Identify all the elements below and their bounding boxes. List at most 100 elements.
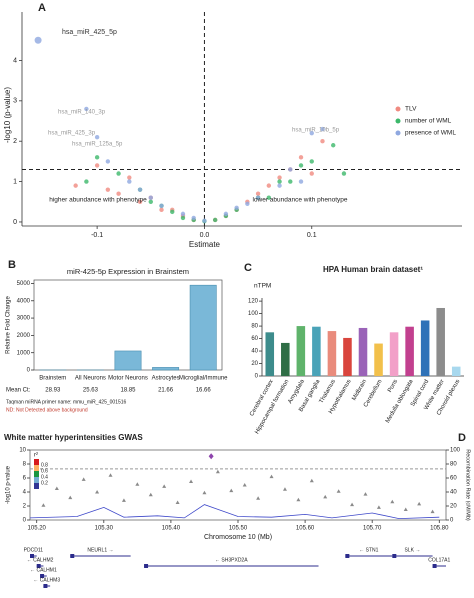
data-point: [288, 167, 293, 172]
y-tick-label: 1: [13, 178, 17, 185]
data-point: [288, 179, 293, 184]
y-tick-label: 4: [13, 57, 17, 64]
snp-point: [81, 477, 86, 481]
bar: [343, 337, 352, 376]
snp-point: [95, 490, 100, 494]
snp-point: [296, 497, 301, 502]
y-tick-label: 4: [23, 490, 27, 496]
snp-point: [41, 503, 46, 507]
gene-label: SLK →: [405, 547, 421, 553]
data-point: [266, 183, 272, 188]
y-tick-label: 8: [23, 462, 27, 468]
y-tick-label: 1000: [17, 350, 31, 356]
point-annotation: hsa_miR_125a_5p: [72, 142, 123, 148]
ld-swatch: [34, 459, 39, 465]
ld-legend-title: r²: [34, 453, 38, 459]
x-tick-label: Brainstem: [39, 376, 66, 382]
lead-snp: [208, 453, 214, 460]
snp-point: [162, 484, 167, 488]
note-right: lower abundance with phenotype: [252, 197, 347, 204]
ld-level: 0.4: [41, 474, 48, 480]
bar: [374, 343, 383, 376]
data-point: [180, 211, 186, 217]
x-tick-label: Microglial/Immune: [179, 376, 228, 382]
snp-point: [215, 469, 220, 474]
gene-exon: [43, 584, 48, 588]
x-tick-label: 105.70: [363, 526, 382, 532]
y-tick-label: 2: [23, 504, 27, 510]
data-point: [73, 183, 78, 188]
data-point: [245, 201, 250, 206]
gene-exon: [345, 554, 350, 558]
legend-label: TLV: [405, 106, 417, 113]
snp-point: [417, 501, 422, 506]
gene-exon: [392, 554, 397, 558]
y-tick-label: 10: [19, 448, 26, 454]
data-point: [94, 155, 100, 160]
y-tick-label: 0: [27, 368, 31, 374]
data-point: [84, 106, 89, 112]
data-point: [159, 207, 164, 213]
y2-tick-label: 20: [450, 504, 457, 510]
data-point: [320, 126, 325, 132]
gene-label: ← CALHM3: [33, 577, 60, 583]
snp-point: [403, 507, 408, 511]
snp-point: [121, 498, 126, 502]
data-point: [277, 179, 282, 184]
y2-tick-label: 60: [450, 476, 457, 482]
y-tick-label: 60: [251, 336, 258, 342]
snp-point: [148, 492, 153, 497]
data-point: [105, 159, 111, 164]
ld-swatch: [34, 483, 39, 489]
snp-point: [189, 479, 194, 483]
ld-swatch: [34, 471, 39, 477]
data-point: [180, 215, 186, 221]
data-point: [309, 159, 314, 164]
y-tick-label: 20: [251, 361, 258, 367]
gene-exon: [40, 574, 45, 578]
data-point: [94, 163, 100, 168]
snp-point: [363, 492, 368, 496]
data-point: [159, 203, 164, 209]
y-tick-label: 2: [13, 138, 17, 145]
snp-point: [135, 482, 140, 486]
x-tick-label: 105.30: [95, 526, 114, 532]
data-point: [223, 211, 229, 217]
data-point: [116, 171, 121, 176]
data-point: [320, 139, 325, 144]
ld-swatch: [34, 465, 39, 471]
x-tick-label: 0.0: [200, 232, 210, 239]
legend-swatch: [395, 106, 401, 112]
point-annotation: hsa_miR_425_5p: [62, 29, 117, 36]
y-tick-label: 0: [23, 518, 27, 524]
y-tick-label: 0: [255, 374, 259, 380]
snp-point: [323, 494, 328, 499]
y2-tick-label: 40: [450, 490, 457, 496]
data-point: [298, 179, 304, 184]
snp-point: [336, 489, 341, 493]
x-tick-label: Midbrain: [351, 379, 368, 402]
chart-title: HPA Human brain dataset¹: [323, 265, 423, 274]
x-axis-title: Chromosome 10 (Mb): [204, 534, 272, 541]
snp-point: [269, 474, 274, 479]
bar: [281, 342, 290, 376]
gene-label: ← CALHM2: [27, 557, 54, 563]
bar: [327, 331, 337, 376]
x-tick-label: Motor Neurons: [108, 376, 148, 382]
legend-swatch: [395, 130, 401, 136]
x-tick-label: 105.20: [28, 526, 47, 532]
gene-exon: [36, 564, 41, 568]
x-tick-label: 105.40: [162, 526, 181, 532]
bar: [358, 327, 368, 376]
snp-point: [282, 487, 287, 491]
snp-point: [430, 509, 435, 514]
ld-level: 0.2: [41, 480, 48, 486]
data-point: [94, 134, 100, 140]
recombination-line: [29, 504, 440, 520]
ld-level: 0.6: [41, 468, 48, 474]
x-tick-label: Astrocytes: [152, 376, 180, 382]
chart-title: White matter hyperintensities GWAS: [4, 433, 143, 442]
data-point: [277, 175, 282, 180]
gene-exon: [30, 554, 34, 558]
note-left: higher abundance with phenotype: [49, 197, 147, 204]
